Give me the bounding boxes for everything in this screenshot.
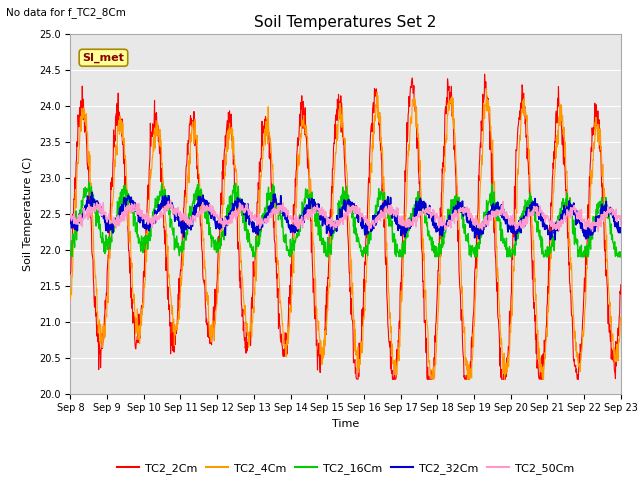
TC2_4Cm: [552, 155, 560, 161]
Line: TC2_2Cm: TC2_2Cm: [70, 74, 621, 379]
Line: TC2_32Cm: TC2_32Cm: [70, 192, 621, 240]
Line: TC2_50Cm: TC2_50Cm: [70, 200, 621, 231]
TC2_16Cm: [67, 253, 74, 259]
TC2_2Cm: [617, 282, 625, 288]
TC2_32Cm: [617, 225, 625, 231]
TC2_4Cm: [617, 314, 625, 320]
TC2_50Cm: [251, 212, 259, 217]
TC2_2Cm: [504, 355, 511, 361]
TC2_50Cm: [431, 219, 439, 225]
Y-axis label: Soil Temperature (C): Soil Temperature (C): [24, 156, 33, 271]
Line: TC2_16Cm: TC2_16Cm: [70, 182, 621, 257]
TC2_2Cm: [481, 72, 488, 77]
TC2_2Cm: [431, 339, 439, 345]
TC2_4Cm: [431, 357, 439, 362]
TC2_4Cm: [483, 86, 490, 92]
TC2_32Cm: [552, 227, 560, 233]
TC2_50Cm: [167, 197, 175, 203]
TC2_4Cm: [428, 376, 436, 382]
TC2_50Cm: [589, 228, 596, 234]
TC2_4Cm: [189, 119, 196, 124]
TC2_16Cm: [504, 245, 511, 251]
TC2_32Cm: [67, 220, 74, 226]
TC2_2Cm: [552, 108, 560, 114]
TC2_50Cm: [176, 213, 184, 218]
TC2_16Cm: [189, 198, 197, 204]
TC2_2Cm: [353, 376, 361, 382]
TC2_32Cm: [512, 238, 520, 243]
TC2_4Cm: [504, 357, 511, 363]
TC2_16Cm: [68, 254, 76, 260]
Line: TC2_4Cm: TC2_4Cm: [70, 89, 621, 379]
TC2_2Cm: [189, 121, 196, 127]
TC2_16Cm: [432, 252, 440, 257]
TC2_2Cm: [250, 274, 258, 279]
TC2_32Cm: [431, 224, 439, 229]
Text: No data for f_TC2_8Cm: No data for f_TC2_8Cm: [6, 7, 126, 18]
Title: Soil Temperatures Set 2: Soil Temperatures Set 2: [255, 15, 436, 30]
TC2_50Cm: [617, 222, 625, 228]
TC2_16Cm: [177, 243, 184, 249]
TC2_50Cm: [67, 212, 74, 218]
TC2_50Cm: [504, 211, 511, 217]
Text: SI_met: SI_met: [83, 53, 124, 63]
TC2_32Cm: [504, 216, 511, 222]
X-axis label: Time: Time: [332, 419, 359, 429]
TC2_32Cm: [189, 211, 197, 217]
TC2_50Cm: [552, 222, 559, 228]
TC2_50Cm: [189, 216, 197, 222]
TC2_16Cm: [85, 180, 93, 185]
TC2_4Cm: [250, 285, 258, 290]
TC2_32Cm: [176, 222, 184, 228]
TC2_32Cm: [88, 189, 96, 195]
TC2_16Cm: [617, 254, 625, 260]
TC2_4Cm: [175, 298, 183, 303]
TC2_32Cm: [251, 228, 259, 234]
TC2_2Cm: [175, 305, 183, 311]
TC2_2Cm: [67, 271, 74, 277]
TC2_4Cm: [67, 297, 74, 303]
TC2_16Cm: [552, 226, 560, 232]
Legend: TC2_2Cm, TC2_4Cm, TC2_16Cm, TC2_32Cm, TC2_50Cm: TC2_2Cm, TC2_4Cm, TC2_16Cm, TC2_32Cm, TC…: [113, 458, 579, 479]
TC2_16Cm: [252, 252, 259, 257]
